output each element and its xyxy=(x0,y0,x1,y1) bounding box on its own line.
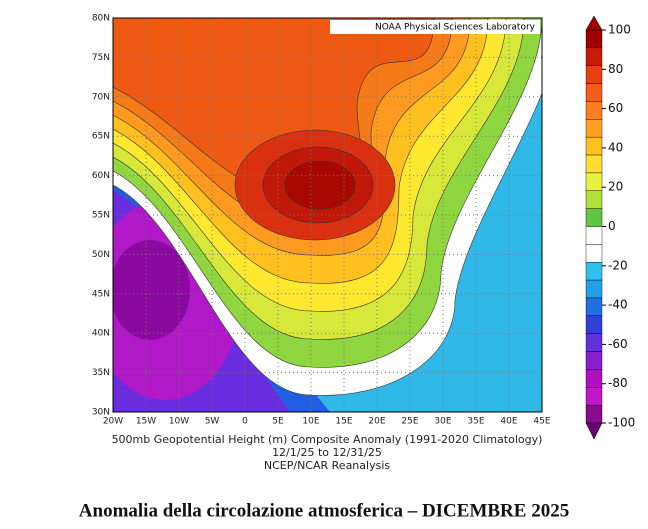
field xyxy=(113,240,190,340)
colorbar-swatch xyxy=(585,279,603,299)
lat-label: 80N xyxy=(92,14,110,24)
title: Anomalia della circolazione atmosferica … xyxy=(79,500,569,521)
lon-label: 45E xyxy=(533,417,550,427)
lon-label: 25E xyxy=(401,417,418,427)
lat-label: 35N xyxy=(92,368,110,378)
lon-label: 15W xyxy=(136,417,156,427)
colorbar-swatch xyxy=(585,315,603,334)
colorbar-swatch xyxy=(585,404,603,424)
lon-label: 35E xyxy=(467,417,484,427)
banner-box xyxy=(330,20,540,34)
caption: NCEP/NCAR Reanalysis xyxy=(264,459,390,472)
lon-label: 15E xyxy=(335,417,352,427)
lat-label: 60N xyxy=(92,171,110,181)
lon-label: 5E xyxy=(272,417,284,427)
contour xyxy=(284,160,356,210)
colorbar-swatch xyxy=(585,83,603,102)
colorbar-swatch xyxy=(585,136,603,156)
colorbar: 100 80 60 40 20 0 -20 -40 -60 -80 -100 xyxy=(585,15,635,440)
caption: 12/1/25 to 12/31/25 xyxy=(272,446,382,459)
colorbar-label: -20 xyxy=(608,258,628,272)
colorbar-cap xyxy=(585,15,603,31)
lat-label: 70N xyxy=(92,92,110,102)
colorbar-swatch xyxy=(585,226,603,245)
colorbar-label: -40 xyxy=(608,298,628,312)
colorbar-label: 60 xyxy=(608,101,623,115)
colorbar-swatch xyxy=(585,154,603,174)
colorbar-label: 20 xyxy=(608,180,623,194)
colorbar-swatch xyxy=(585,172,603,191)
lon-label: 0 xyxy=(242,417,248,427)
colorbar-swatch xyxy=(585,369,603,388)
lat-label: 50N xyxy=(92,250,110,260)
colorbar-swatch xyxy=(585,297,603,317)
colorbar-swatch xyxy=(585,262,603,281)
colorbar-label: 0 xyxy=(608,219,616,233)
lon-label: 5W xyxy=(205,417,220,427)
lat-label: 75N xyxy=(92,53,110,63)
colorbar-swatch xyxy=(585,29,603,49)
colorbar-label: -80 xyxy=(608,376,628,390)
map-frame xyxy=(112,17,543,413)
lat-label: 30N xyxy=(92,408,110,418)
caption: 500mb Geopotential Height (m) Composite … xyxy=(112,433,543,446)
lon-label: 30E xyxy=(434,417,451,427)
colorbar-swatch xyxy=(585,65,603,84)
lon-label: 20W xyxy=(103,417,123,427)
lat-label: 40N xyxy=(92,329,110,339)
colorbar-label: -60 xyxy=(608,337,628,351)
colorbar-label: 100 xyxy=(608,23,631,37)
colorbar-label: -100 xyxy=(608,416,635,430)
lat-label: 65N xyxy=(92,132,110,142)
lon-label: 20E xyxy=(368,417,385,427)
colorbar-swatch xyxy=(585,387,603,406)
colorbar-label: 40 xyxy=(608,140,623,154)
colorbar-cap xyxy=(585,422,603,440)
lon-label: 10E xyxy=(302,417,319,427)
colorbar-label: 80 xyxy=(608,62,623,76)
banner: NOAA Physical Sciences Laboratory xyxy=(375,23,536,33)
map xyxy=(113,18,542,412)
colorbar-swatch xyxy=(585,47,603,66)
colorbar-swatch xyxy=(585,101,603,120)
colorbar-swatch xyxy=(585,351,603,370)
lon-label: 40E xyxy=(500,417,517,427)
colorbar-swatch xyxy=(585,119,603,138)
lon-label: 10W xyxy=(169,417,189,427)
lat-label: 55N xyxy=(92,211,110,221)
lat-label: 45N xyxy=(92,289,110,299)
colorbar-swatch xyxy=(585,190,603,209)
colorbar-swatch xyxy=(585,244,603,263)
colorbar-swatch xyxy=(585,208,603,227)
colorbar-swatch xyxy=(585,333,603,352)
